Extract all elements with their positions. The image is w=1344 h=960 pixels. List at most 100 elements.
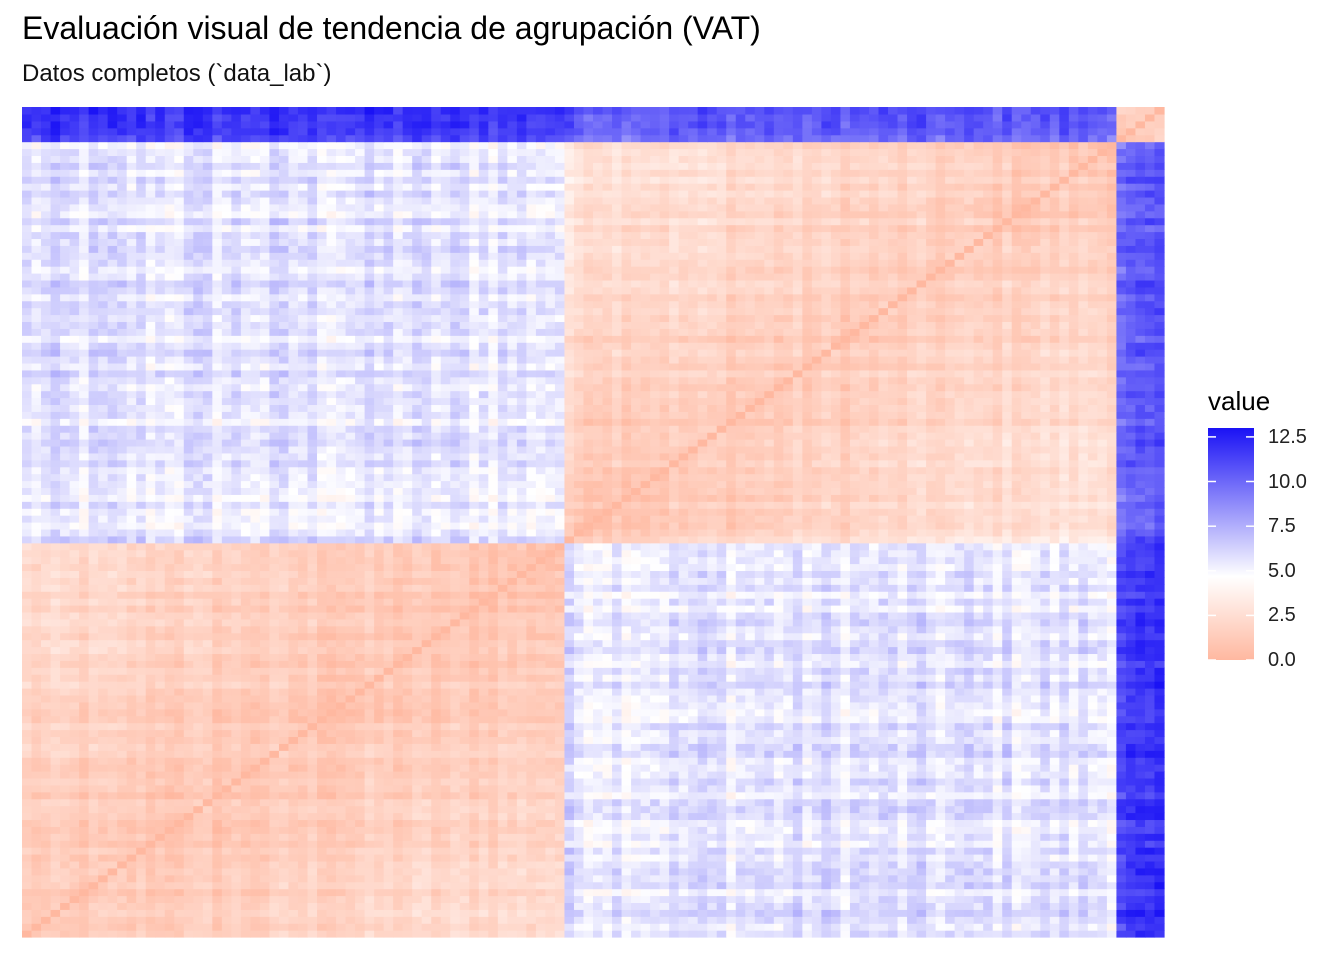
- heatmap-cell: [155, 798, 166, 807]
- heatmap-cell: [107, 798, 118, 807]
- heatmap-cell: [659, 777, 670, 786]
- heatmap-cell: [992, 916, 1003, 924]
- heatmap-cell: [992, 847, 1003, 855]
- heatmap-cell: [107, 757, 118, 765]
- heatmap-cell: [469, 805, 480, 814]
- heatmap-cell: [726, 715, 737, 724]
- heatmap-cell: [98, 729, 109, 738]
- heatmap-cell: [783, 750, 794, 758]
- heatmap-cell: [41, 694, 52, 703]
- heatmap-cell: [554, 812, 566, 821]
- heatmap-cell: [412, 902, 423, 910]
- heatmap-cell: [726, 757, 737, 765]
- heatmap-cell: [554, 867, 566, 876]
- heatmap-cell: [907, 681, 918, 689]
- heatmap-cell: [1078, 784, 1089, 793]
- heatmap-cell: [79, 819, 90, 827]
- heatmap-cell: [916, 909, 927, 917]
- heatmap-cell: [69, 688, 80, 696]
- heatmap-cell: [602, 805, 613, 814]
- heatmap-cell: [459, 860, 470, 869]
- heatmap-cell: [240, 916, 251, 924]
- heatmap-cell: [326, 694, 337, 703]
- heatmap-cell: [345, 854, 356, 862]
- heatmap-cell: [640, 777, 651, 786]
- heatmap-cell: [897, 916, 908, 924]
- heatmap-cell: [830, 798, 842, 807]
- heatmap-cell: [954, 736, 965, 744]
- heatmap-cell: [164, 881, 175, 890]
- heatmap-cell: [50, 694, 61, 703]
- heatmap-cell: [926, 798, 937, 807]
- heatmap-cell: [1078, 847, 1089, 855]
- heatmap-cell: [678, 674, 689, 682]
- heatmap-cell: [1154, 681, 1165, 689]
- heatmap-cell: [288, 688, 299, 696]
- heatmap-cell: [355, 888, 366, 897]
- heatmap-cell: [402, 757, 413, 765]
- heatmap-cell: [22, 840, 33, 848]
- heatmap-cell: [79, 757, 90, 765]
- heatmap-cell: [1125, 708, 1137, 717]
- heatmap-cell: [1078, 860, 1089, 869]
- heatmap-cell: [269, 798, 280, 807]
- heatmap-cell: [802, 916, 813, 924]
- heatmap-cell: [431, 729, 442, 738]
- heatmap-cell: [355, 923, 366, 931]
- heatmap-cell: [364, 923, 375, 931]
- heatmap-cell: [41, 646, 52, 655]
- heatmap-cell: [107, 812, 118, 821]
- heatmap-cell: [88, 867, 99, 876]
- heatmap-cell: [849, 715, 861, 724]
- heatmap-cell: [164, 743, 175, 751]
- heatmap-cell: [754, 757, 765, 765]
- heatmap-cell: [1021, 653, 1032, 661]
- heatmap-cell: [935, 902, 946, 910]
- heatmap-cell: [1087, 660, 1098, 668]
- heatmap-cell: [69, 771, 80, 779]
- heatmap-cell: [945, 771, 956, 779]
- heatmap-cell: [907, 805, 918, 814]
- heatmap-cell: [573, 867, 585, 876]
- heatmap-cell: [31, 715, 42, 724]
- heatmap-cell: [22, 826, 33, 834]
- heatmap-cell: [573, 757, 585, 765]
- heatmap-cell: [478, 902, 489, 910]
- heatmap-cell: [773, 694, 784, 703]
- heatmap-cell: [535, 791, 547, 800]
- heatmap-cell: [326, 833, 337, 841]
- heatmap-cell: [345, 750, 356, 758]
- heatmap-cell: [193, 867, 204, 876]
- heatmap-cell: [840, 909, 851, 917]
- heatmap-cell: [250, 902, 261, 910]
- heatmap-cell: [1116, 715, 1127, 724]
- heatmap-cell: [212, 840, 223, 848]
- heatmap-cell: [821, 860, 832, 869]
- heatmap-cell: [412, 916, 423, 924]
- heatmap-cell: [1135, 653, 1146, 661]
- heatmap-cell: [1030, 757, 1041, 765]
- heatmap-cell: [459, 715, 470, 724]
- heatmap-cell: [336, 736, 347, 744]
- heatmap-cell: [212, 688, 223, 696]
- heatmap-cell: [926, 826, 937, 834]
- heatmap-cell: [754, 791, 765, 800]
- heatmap-cell: [973, 777, 984, 786]
- heatmap-cell: [488, 840, 499, 848]
- heatmap-cell: [69, 923, 80, 931]
- heatmap-cell: [421, 833, 432, 841]
- heatmap-cell: [621, 930, 632, 938]
- heatmap-cell: [612, 750, 623, 758]
- heatmap-cell: [1097, 819, 1108, 827]
- heatmap-cell: [488, 923, 499, 931]
- heatmap-cell: [60, 722, 71, 731]
- heatmap-cell: [735, 881, 746, 890]
- heatmap-cell: [916, 750, 927, 758]
- heatmap-cell: [1011, 902, 1022, 910]
- heatmap-cell: [1068, 674, 1079, 682]
- heatmap-cell: [259, 729, 271, 738]
- heatmap-cell: [1116, 736, 1127, 744]
- heatmap-cell: [973, 819, 984, 827]
- heatmap-cell: [364, 771, 375, 779]
- heatmap-cell: [1087, 681, 1098, 689]
